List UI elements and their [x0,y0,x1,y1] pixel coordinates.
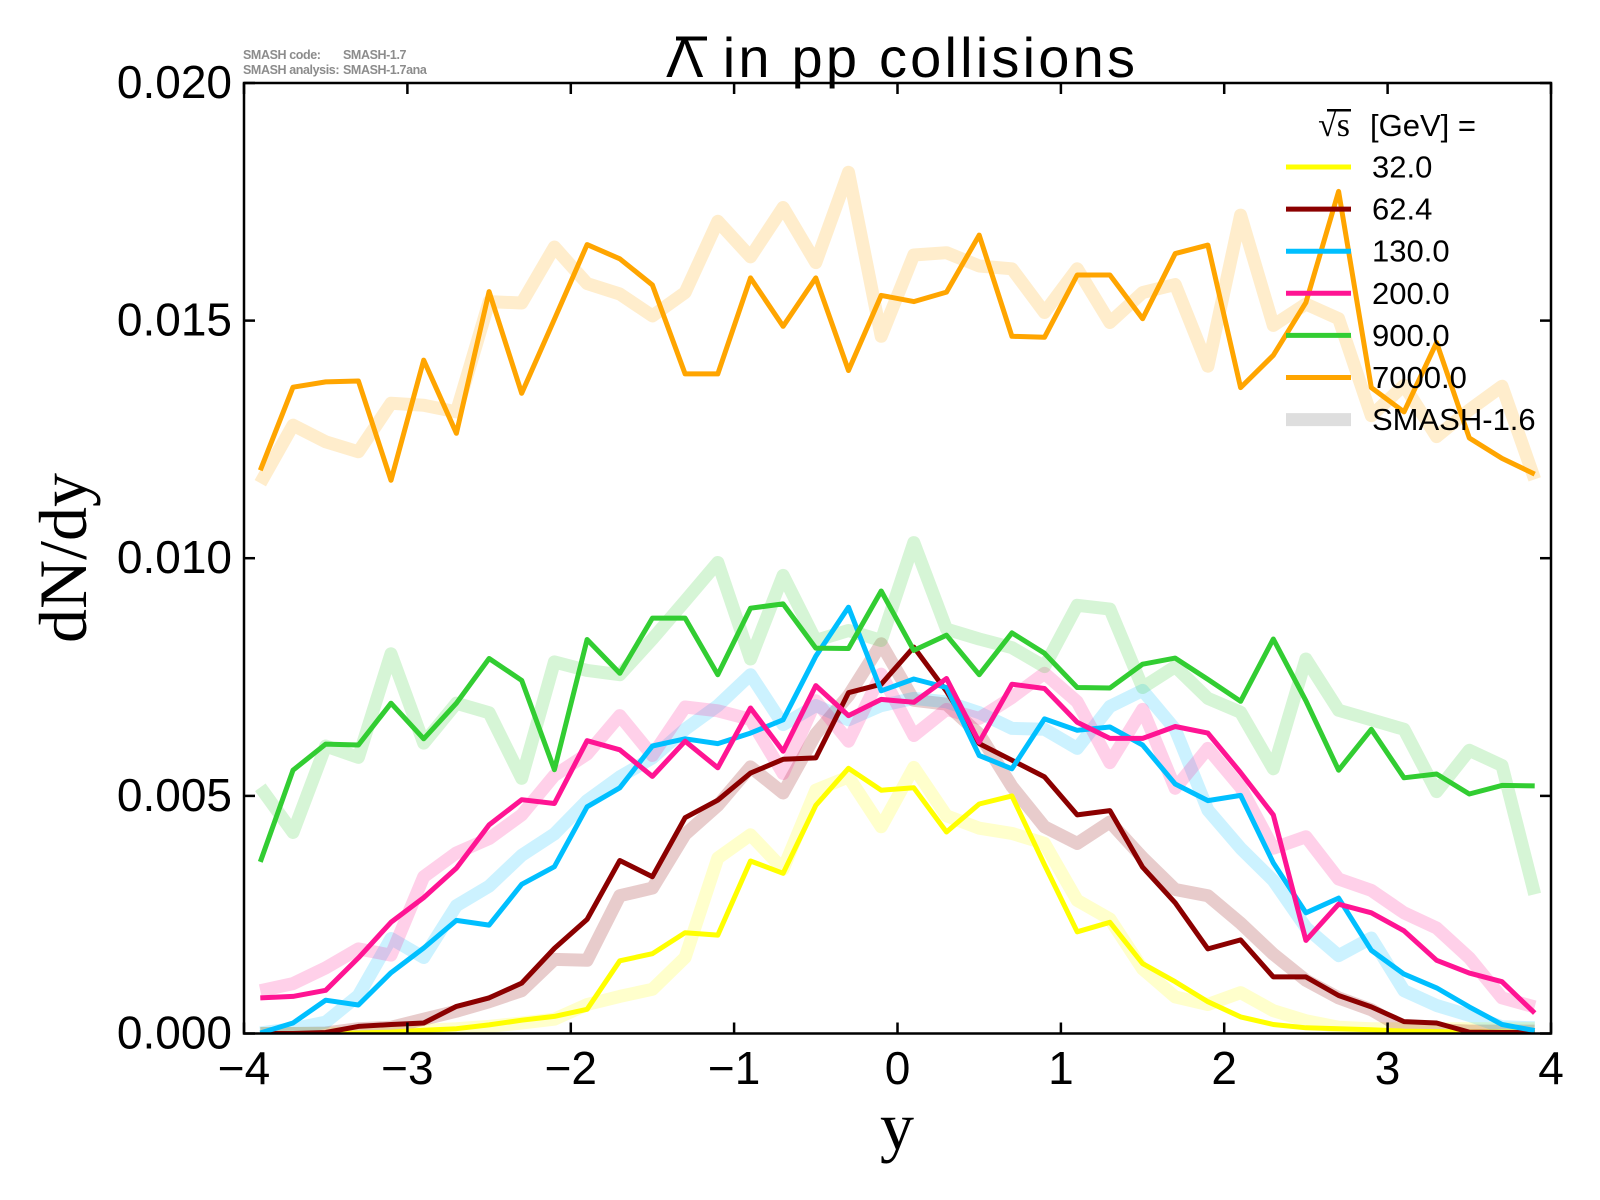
svg-text:3: 3 [1375,1042,1401,1094]
svg-text:0.020: 0.020 [117,56,232,108]
svg-text:1: 1 [1048,1042,1074,1094]
svg-text:0.010: 0.010 [117,531,232,583]
svg-text:900.0: 900.0 [1372,318,1450,353]
svg-text:32.0: 32.0 [1372,150,1432,185]
svg-text:SMASH analysis:: SMASH analysis: [243,63,339,77]
svg-text:−2: −2 [545,1042,597,1094]
svg-text:−1: −1 [708,1042,760,1094]
svg-text:Λ: Λ [666,26,704,89]
svg-text:4: 4 [1538,1042,1564,1094]
svg-text:−4: −4 [218,1042,270,1094]
svg-text:0.005: 0.005 [117,769,232,821]
svg-text:0.000: 0.000 [117,1007,232,1059]
svg-text:in pp collisions: in pp collisions [704,26,1138,89]
svg-text:dN/dy: dN/dy [25,473,101,643]
svg-text:200.0: 200.0 [1372,276,1450,311]
svg-text:62.4: 62.4 [1372,192,1432,227]
svg-text:2: 2 [1211,1042,1237,1094]
svg-text:[GeV] =: [GeV] = [1370,108,1476,143]
svg-text:SMASH-1.7ana: SMASH-1.7ana [343,63,428,77]
svg-text:√s: √s [1318,107,1350,144]
svg-text:0: 0 [885,1042,911,1094]
svg-text:SMASH-1.6: SMASH-1.6 [1372,402,1536,437]
svg-text:SMASH-1.7: SMASH-1.7 [343,48,407,62]
svg-text:−3: −3 [381,1042,433,1094]
svg-text:130.0: 130.0 [1372,234,1450,269]
svg-text:y: y [880,1088,914,1164]
svg-text:0.015: 0.015 [117,294,232,346]
svg-text:7000.0: 7000.0 [1372,360,1467,395]
svg-text:SMASH code:: SMASH code: [243,48,321,62]
